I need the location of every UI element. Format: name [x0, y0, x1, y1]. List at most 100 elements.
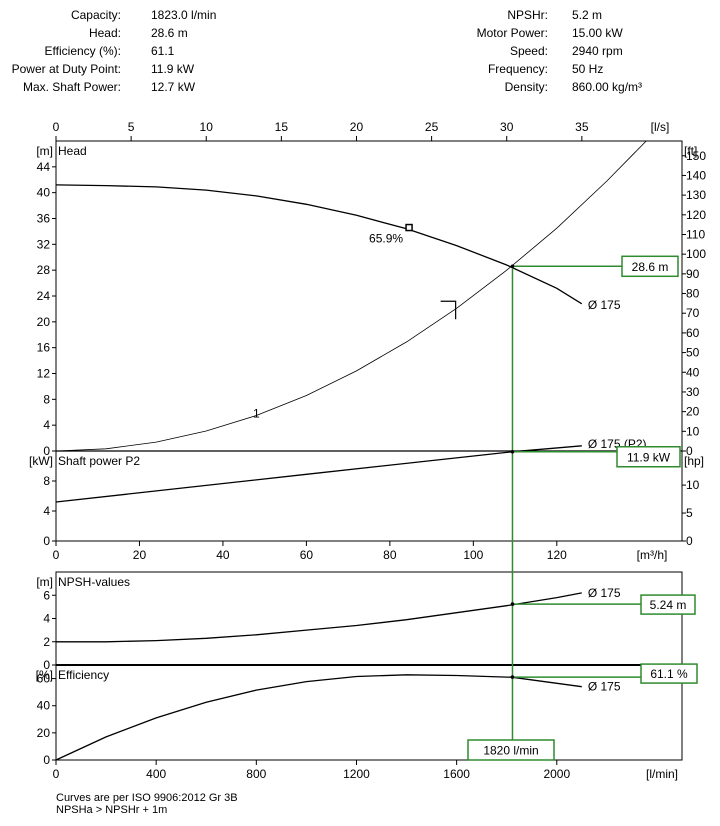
- y-axis-unit: [%]: [36, 668, 53, 682]
- duty-point-dot: [510, 675, 515, 679]
- duty-point-info-right: NPSHr: 5.2 m Motor Power: 15.00 kW Speed: 294…: [440, 6, 642, 96]
- y-tick-label: 32: [37, 237, 51, 251]
- footer-note-standard: Curves are per ISO 9906:2012 Gr 3B: [56, 792, 238, 804]
- right-y-axis-unit: [ft]: [684, 144, 697, 158]
- panel-title: Efficiency: [58, 668, 109, 682]
- right-y-tick-label: 80: [686, 287, 700, 301]
- info-label: Capacity:: [70, 8, 121, 22]
- upper-plot-frame: [55, 140, 683, 542]
- duty-power-value-box: [616, 446, 681, 468]
- mid-x-unit: [m³/h]: [637, 548, 668, 562]
- y-tick-label: 2: [43, 635, 50, 649]
- right-y-tick-label: 50: [686, 346, 700, 360]
- bottom-x-tick-label: 1600: [443, 767, 470, 781]
- y-tick-label: 0: [43, 753, 50, 767]
- panel-title: Shaft power P2: [58, 454, 140, 468]
- bottom-x-tick-label: 0: [53, 767, 60, 781]
- info-value: 2940 rpm: [572, 44, 623, 58]
- npsh-curve-label: Ø 175: [588, 586, 621, 600]
- mid-x-tick-label: 80: [383, 548, 397, 562]
- efficiency-curve-label: Ø 175: [588, 680, 621, 694]
- y-tick-label: 8: [43, 474, 50, 488]
- duty-npsh-value-label: 5.24 m: [650, 598, 687, 612]
- top-x-tick-label: 35: [575, 120, 589, 134]
- right-y-tick-label: 120: [686, 208, 706, 222]
- duty-head-value-label: 28.6 m: [632, 260, 669, 274]
- mid-x-tick-label: 40: [216, 548, 230, 562]
- right-y-tick-label: 130: [686, 188, 706, 202]
- right-y-tick-label: 0: [686, 534, 693, 548]
- info-value: 50 Hz: [572, 62, 604, 76]
- right-y-tick-label: 90: [686, 267, 700, 281]
- bottom-x-tick-label: 1200: [343, 767, 370, 781]
- efficiency-curve: [55, 674, 582, 761]
- info-value: 5.2 m: [572, 8, 603, 22]
- footer-note-npsh: NPSHa > NPSHr + 1m: [56, 804, 168, 816]
- right-y-tick-label: 100: [686, 247, 706, 261]
- right-y-tick-label: 70: [686, 306, 700, 320]
- bep-marker: [405, 223, 413, 232]
- y-tick-label: 40: [37, 186, 51, 200]
- y-tick-label: 12: [37, 367, 51, 381]
- info-row: Max. Shaft Power: 12.7 kW: [0, 78, 216, 96]
- bottom-x-unit: [l/min]: [646, 767, 678, 781]
- info-row: Frequency: 50 Hz: [440, 60, 642, 78]
- y-tick-label: 0: [43, 444, 50, 458]
- right-y-tick-label: 5: [686, 506, 693, 520]
- y-tick-label: 8: [43, 392, 50, 406]
- right-y-tick-label: 40: [686, 365, 700, 379]
- top-x-tick-label: 25: [425, 120, 439, 134]
- shaft-power-curve: [55, 445, 582, 503]
- right-y-tick-label: 60: [686, 326, 700, 340]
- duty-efficiency-value-label: 61.1 %: [650, 667, 688, 681]
- right-y-tick-label: 10: [686, 478, 700, 492]
- duty-point-dot: [510, 264, 515, 269]
- info-row: Density: 860.00 kg/m³: [440, 78, 642, 96]
- top-x-tick-label: 20: [350, 120, 364, 134]
- duty-point-dot: [510, 602, 515, 606]
- y-axis-unit: [m]: [36, 144, 53, 158]
- right-y-tick-label: 140: [686, 168, 706, 182]
- y-tick-label: 4: [43, 612, 50, 626]
- info-label: Power at Duty Point:: [11, 62, 121, 76]
- mid-x-tick-label: 0: [53, 548, 60, 562]
- duty-flow-value-label: 1820 l/min: [483, 744, 538, 758]
- npsh-curve: [56, 592, 582, 643]
- bep-efficiency-label: 65.9%: [369, 232, 403, 246]
- y-axis-unit: [kW]: [29, 454, 53, 468]
- info-label: Density:: [504, 80, 548, 94]
- bottom-x-tick-label: 2000: [543, 767, 570, 781]
- top-x-tick-label: 30: [500, 120, 514, 134]
- y-tick-label: 20: [37, 726, 51, 740]
- y-tick-label: 16: [37, 341, 51, 355]
- top-x-unit: [l/s]: [651, 120, 670, 134]
- right-y-axis-unit: [hp]: [684, 454, 704, 468]
- info-value: 11.9 kW: [151, 62, 195, 76]
- info-row: Power at Duty Point: 11.9 kW: [0, 60, 216, 78]
- right-y-tick-label: 20: [686, 405, 700, 419]
- duty-point-info-left: Capacity: 1823.0 l/min Head: 28.6 m Efficien…: [0, 6, 217, 96]
- duty-power-value-label: 11.9 kW: [627, 450, 671, 464]
- right-y-tick-label: 0: [686, 444, 693, 458]
- y-tick-label: 0: [43, 658, 50, 672]
- footer-notes: Curves are per ISO 9906:2012 Gr 3B NPSHa…: [56, 792, 238, 816]
- bottom-x-tick-label: 800: [246, 767, 266, 781]
- y-tick-label: 44: [37, 160, 51, 174]
- system-curve: [56, 141, 647, 451]
- y-tick-label: 36: [37, 212, 51, 226]
- info-row: Speed: 2940 rpm: [440, 42, 642, 60]
- info-label: Max. Shaft Power:: [22, 80, 121, 94]
- info-row: Head: 28.6 m: [0, 24, 216, 42]
- panel-title: Head: [58, 144, 87, 158]
- y-tick-label: 28: [37, 263, 51, 277]
- mid-x-tick-label: 60: [300, 548, 314, 562]
- info-row: Motor Power: 15.00 kW: [440, 24, 642, 42]
- duty-point-dot: [510, 449, 515, 454]
- mid-x-tick-label: 120: [547, 548, 567, 562]
- top-x-tick-label: 15: [275, 120, 289, 134]
- info-row: Efficiency (%): 61.1: [0, 42, 216, 60]
- operating-range-marker: [440, 300, 457, 320]
- top-x-tick-label: 5: [128, 120, 135, 134]
- right-y-tick-label: 30: [686, 385, 700, 399]
